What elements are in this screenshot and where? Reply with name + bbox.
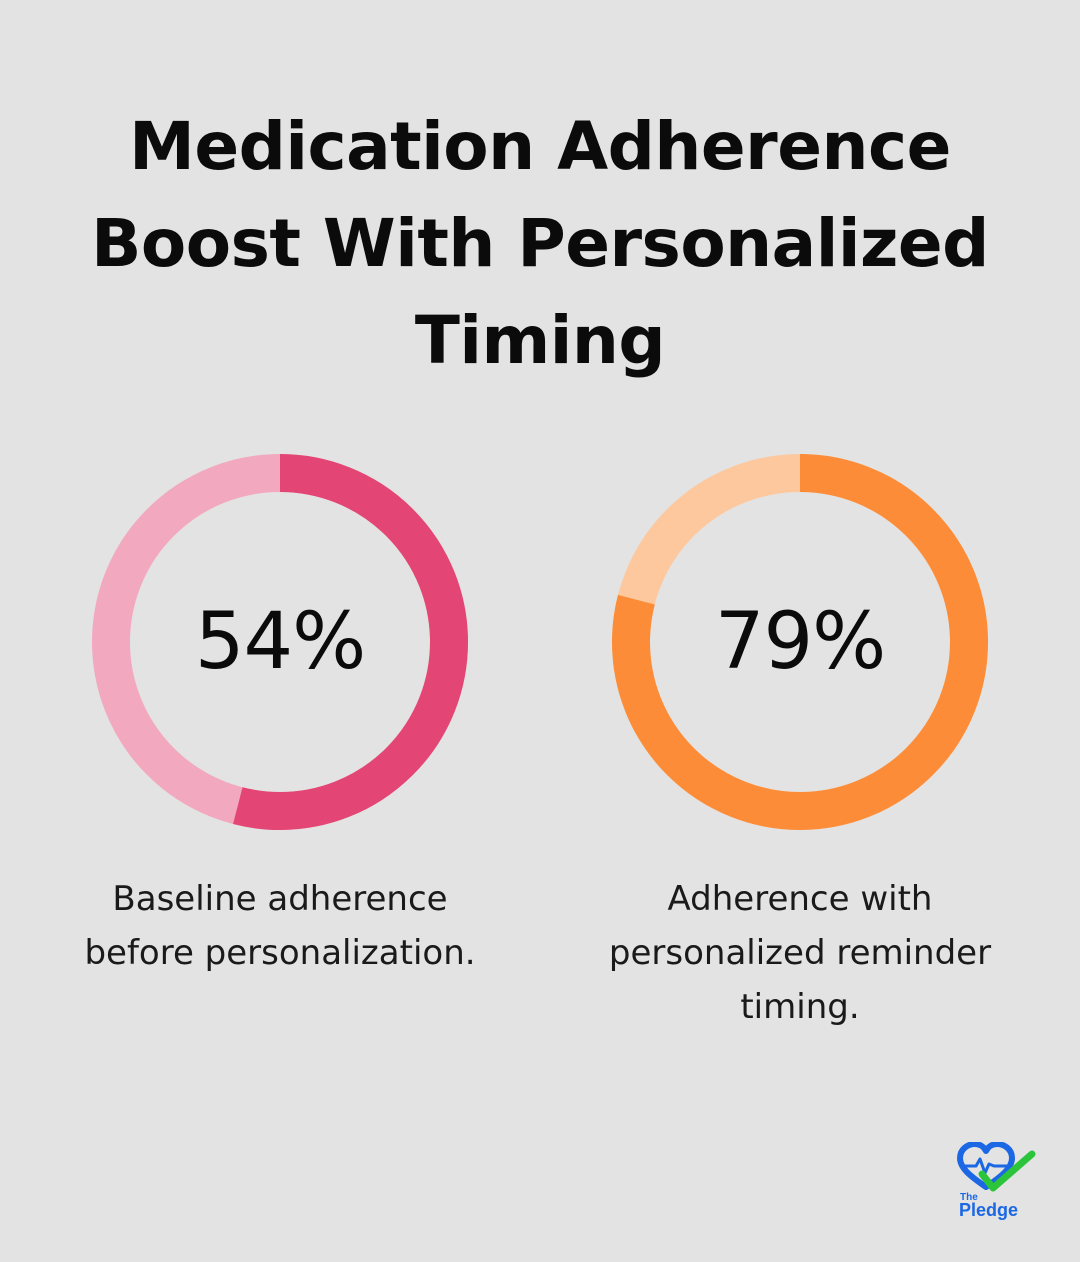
logo-heart-shape bbox=[957, 1142, 1015, 1190]
donut-chart-svg bbox=[612, 454, 988, 830]
description-line: Baseline adherence bbox=[112, 879, 448, 919]
heart-check-icon: The Pledge bbox=[957, 1142, 1036, 1220]
donut-chart-svg bbox=[92, 454, 468, 830]
description-line: timing. bbox=[740, 987, 860, 1027]
title-line-2: Boost With Personalized bbox=[91, 205, 989, 282]
donut-chart-baseline: 54% bbox=[90, 452, 470, 832]
title-line-1: Medication Adherence bbox=[129, 108, 951, 185]
donut-description-personalized: Adherence with personalized reminder tim… bbox=[570, 872, 1030, 1034]
donut-description-baseline: Baseline adherence before personalizatio… bbox=[50, 872, 510, 980]
logo-pulse-line bbox=[963, 1157, 1009, 1175]
title-line-3: Timing bbox=[414, 302, 666, 379]
donut-value-arc bbox=[612, 454, 988, 830]
donut-value-arc bbox=[92, 454, 468, 830]
the-pledge-logo: The Pledge bbox=[952, 1142, 1042, 1222]
donut-value-label: 79% bbox=[714, 597, 886, 687]
description-line: personalized reminder bbox=[608, 933, 992, 973]
logo-check-mark bbox=[978, 1150, 1036, 1192]
logo-text-pledge: Pledge bbox=[959, 1200, 1018, 1220]
description-line: before personalization. bbox=[84, 933, 476, 973]
donut-chart-personalized: 79% bbox=[610, 452, 990, 832]
donut-value-label: 54% bbox=[194, 597, 366, 687]
description-line: Adherence with bbox=[667, 879, 933, 919]
page-title: Medication Adherence Boost With Personal… bbox=[60, 98, 1020, 389]
logo-text-the: The bbox=[960, 1192, 978, 1203]
